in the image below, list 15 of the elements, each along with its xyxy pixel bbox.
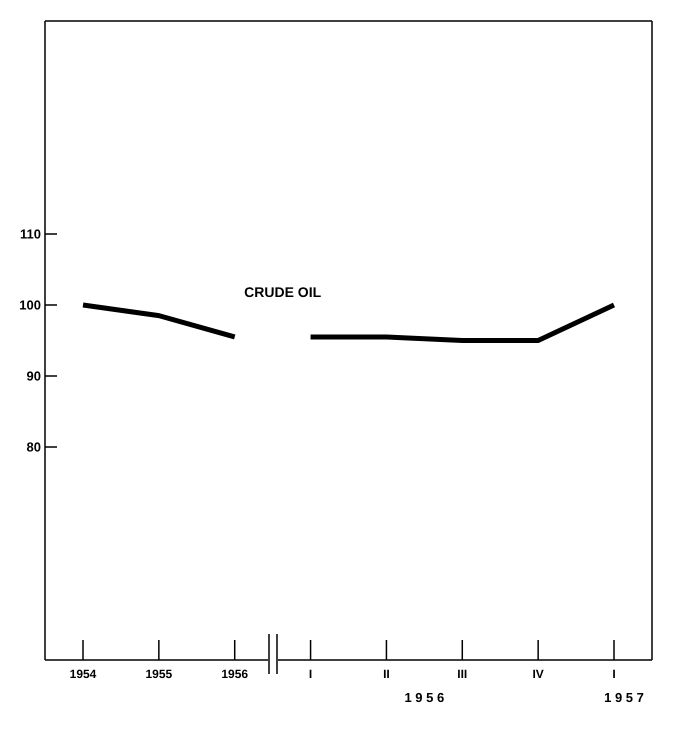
x-tick-label: 1956 bbox=[221, 667, 248, 681]
x-tick-label: IV bbox=[532, 667, 544, 681]
x-tick-label: I bbox=[612, 667, 616, 681]
x-tick-label: II bbox=[383, 667, 390, 681]
y-tick-label: 90 bbox=[26, 368, 41, 384]
y-tick-label: 100 bbox=[19, 298, 41, 313]
y-tick-label: 80 bbox=[26, 440, 41, 455]
text: 1 9 5 7 bbox=[604, 690, 644, 705]
text: 1 9 5 6 bbox=[404, 690, 444, 705]
x-tick-label: 1954 bbox=[70, 667, 97, 681]
x-tick-label: III bbox=[457, 667, 468, 681]
x-tick-label: 1955 bbox=[146, 667, 173, 681]
y-tick-label: 110 bbox=[20, 226, 41, 242]
x-tick-label: I bbox=[308, 667, 312, 681]
annotation: CRUDE OIL bbox=[244, 284, 322, 300]
